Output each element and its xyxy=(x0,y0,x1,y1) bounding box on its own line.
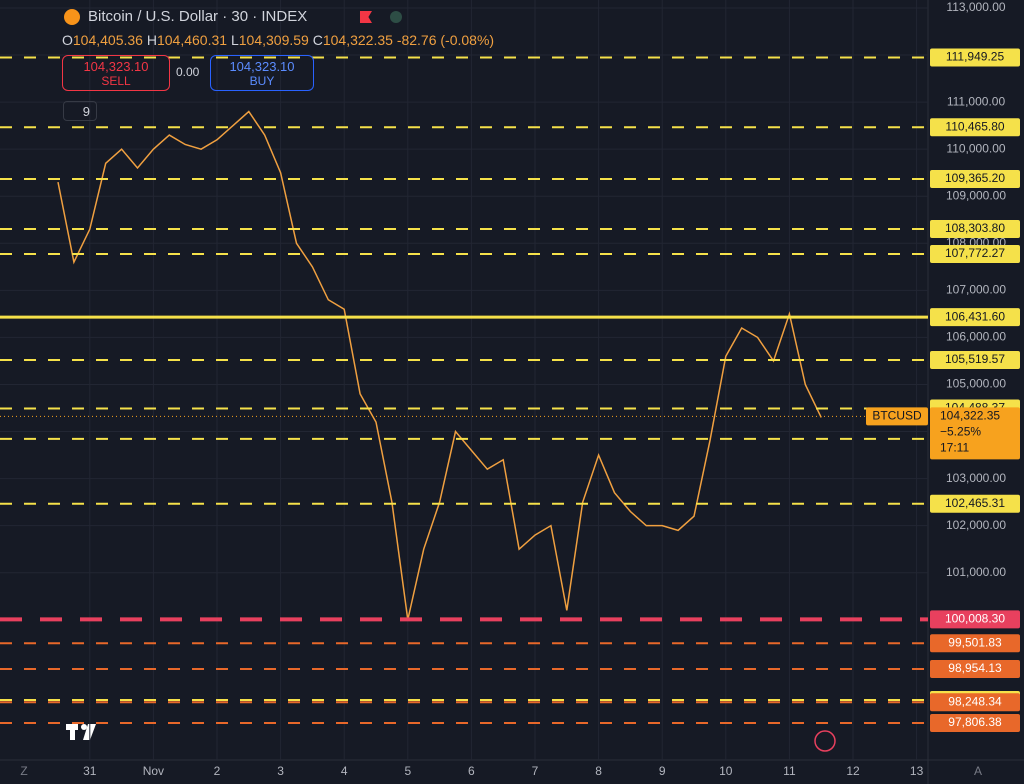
series-name: BTCUSD xyxy=(872,409,922,423)
level-label-box xyxy=(930,610,1020,629)
ohlc-value: 104,405.36 xyxy=(72,32,143,48)
status-dot xyxy=(390,11,402,23)
alert-icon[interactable] xyxy=(814,730,836,752)
x-tick-label: 4 xyxy=(341,764,348,778)
ohlc-change: -82.76 (-0.08%) xyxy=(396,32,495,48)
buy-label: BUY xyxy=(249,74,275,88)
symbol[interactable]: Bitcoin / U.S. Dollar · 30 · INDEX xyxy=(88,8,308,25)
x-tick-label: 3 xyxy=(277,764,284,778)
y-tick-label: 102,000.00 xyxy=(946,518,1006,532)
level-label-box xyxy=(930,118,1020,137)
x-tick-label: 13 xyxy=(910,764,924,778)
x-tick-label: 11 xyxy=(783,764,796,778)
y-tick-label: 109,000.00 xyxy=(946,188,1006,202)
x-tick-label: Nov xyxy=(143,764,164,778)
level-label-box xyxy=(930,48,1020,67)
spread: 0.00 xyxy=(176,65,200,79)
buy-button[interactable]: 104,323.10 BUY xyxy=(210,55,314,91)
x-tick-label: 9 xyxy=(659,764,666,778)
y-tick-label: 113,000.00 xyxy=(946,0,1005,14)
level-label: 106,431.60 xyxy=(945,309,1005,323)
level-label: 111,949.25 xyxy=(946,50,1005,64)
level-label: 99,501.83 xyxy=(948,635,1002,649)
last-price-countdown: 17:11 xyxy=(940,441,969,455)
level-label-box xyxy=(930,308,1020,327)
sell-label: SELL xyxy=(101,74,131,88)
series-name-box xyxy=(866,407,928,426)
y-tick-label: 101,000.00 xyxy=(946,565,1006,579)
ohlc-value: 104,460.31 xyxy=(156,32,228,48)
y-tick-label: 110,000.00 xyxy=(946,141,1005,155)
sell-button[interactable]: 104,323.10 SELL xyxy=(62,55,170,91)
y-tick-label: 106,000.00 xyxy=(946,330,1006,344)
x-tick-label: 2 xyxy=(214,764,221,778)
level-label: 102,465.31 xyxy=(945,496,1005,510)
level-label-box xyxy=(930,713,1020,732)
x-tick-label: 31 xyxy=(83,764,97,778)
level-label-box xyxy=(930,693,1020,712)
y-tick-label: 105,000.00 xyxy=(946,377,1006,391)
level-label: 107,772.27 xyxy=(945,246,1005,260)
level-label-box xyxy=(930,219,1020,238)
y-tick-label: 107,000.00 xyxy=(946,283,1006,297)
level-label-box xyxy=(930,351,1020,370)
grid xyxy=(0,0,928,760)
x-tick-label: 6 xyxy=(468,764,475,778)
flag-icon[interactable] xyxy=(360,11,372,23)
symbol-icon xyxy=(64,9,80,25)
x-tick-label: 7 xyxy=(532,764,539,778)
last-price-change: −5.25% xyxy=(940,425,981,439)
x-tick-label: 12 xyxy=(846,764,860,778)
y-tick-label: 103,000.00 xyxy=(946,471,1006,485)
ohlc: O104,405.36 H104,460.31 L104,309.59 C104… xyxy=(62,32,494,48)
level-label: 98,954.13 xyxy=(948,661,1002,675)
x-tick-label: 5 xyxy=(404,764,411,778)
level-label: 110,465.80 xyxy=(945,119,1004,133)
level-label-box xyxy=(930,494,1020,513)
level-label: 108,303.80 xyxy=(945,221,1005,235)
level-label: 105,519.57 xyxy=(945,352,1005,366)
level-label-box xyxy=(930,634,1020,653)
last-price-box xyxy=(930,407,1020,460)
ohlc-key: O xyxy=(62,32,73,48)
indicators-toggle[interactable]: 9 xyxy=(63,101,97,121)
ohlc-value: 104,309.59 xyxy=(238,32,309,48)
corner-button[interactable]: Z xyxy=(20,764,27,778)
buy-price: 104,323.10 xyxy=(229,59,295,74)
ohlc-key: C xyxy=(312,32,323,48)
ohlc-key: L xyxy=(230,32,239,48)
x-tick-label: 8 xyxy=(595,764,602,778)
level-label: 98,248.34 xyxy=(948,694,1002,708)
level-label: 100,008.30 xyxy=(945,612,1005,626)
corner-button[interactable]: A xyxy=(974,764,982,778)
x-tick-label: 10 xyxy=(719,764,733,778)
level-label-box xyxy=(930,170,1020,189)
y-tick-label: 111,000.00 xyxy=(947,94,1006,108)
price-line xyxy=(57,110,822,620)
ohlc-key: H xyxy=(146,32,157,48)
level-label-box xyxy=(930,245,1020,264)
level-label-box xyxy=(930,659,1020,678)
last-price-label: 104,322.35 xyxy=(940,409,1000,423)
sell-price: 104,323.10 xyxy=(83,59,149,74)
level-label: 109,365.20 xyxy=(945,171,1005,185)
ohlc-value: 104,322.35 xyxy=(322,32,393,48)
level-label: 97,806.38 xyxy=(948,715,1002,729)
